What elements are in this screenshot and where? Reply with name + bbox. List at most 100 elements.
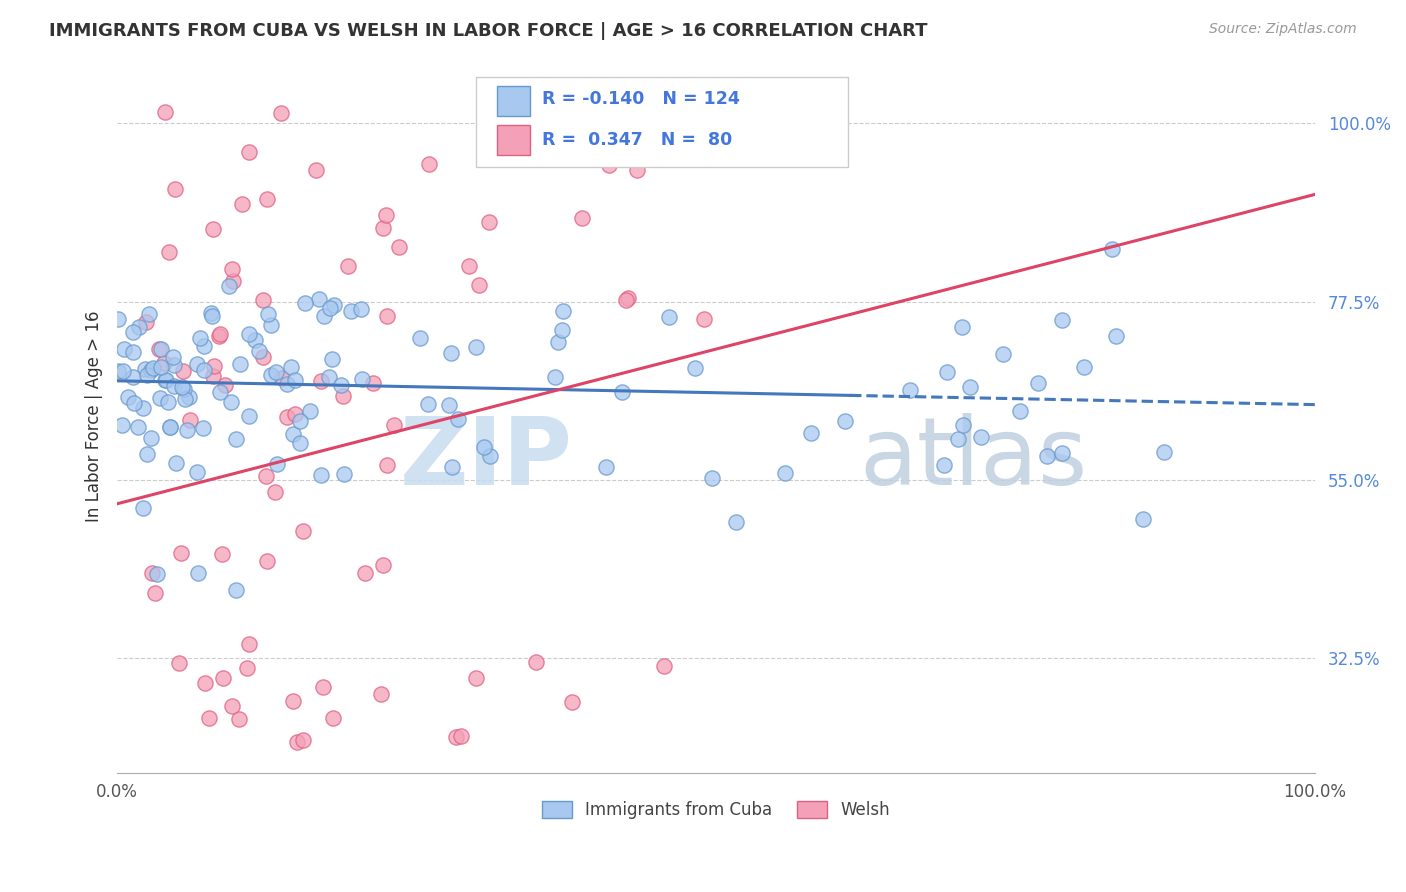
Point <box>614 293 637 308</box>
Point <box>284 373 307 387</box>
Point <box>107 312 129 326</box>
Point <box>155 373 177 387</box>
Point <box>208 385 231 400</box>
Point <box>134 362 156 376</box>
Point <box>382 417 405 432</box>
Point <box>198 711 221 725</box>
Point <box>993 346 1015 360</box>
Point <box>450 729 472 743</box>
Point <box>179 413 201 427</box>
Point <box>547 334 569 349</box>
Point <box>264 485 287 500</box>
Point <box>440 346 463 360</box>
Point <box>371 221 394 235</box>
Point <box>898 383 921 397</box>
Point <box>238 409 260 424</box>
Point <box>596 100 619 114</box>
Point <box>595 459 617 474</box>
Point <box>135 368 157 382</box>
Point <box>409 331 432 345</box>
Point <box>214 377 236 392</box>
Point <box>321 352 343 367</box>
Point <box>478 215 501 229</box>
Point <box>318 369 340 384</box>
Y-axis label: In Labor Force | Age > 16: In Labor Force | Age > 16 <box>86 310 103 522</box>
Point <box>148 342 170 356</box>
Point <box>174 392 197 406</box>
Point <box>952 417 974 432</box>
Point <box>165 456 187 470</box>
Point <box>187 566 209 580</box>
Point <box>418 157 440 171</box>
Point <box>201 222 224 236</box>
Point <box>308 292 330 306</box>
Point <box>312 309 335 323</box>
Point <box>157 395 180 409</box>
Bar <box>496 87 530 116</box>
Point <box>238 326 260 341</box>
Point <box>200 305 222 319</box>
Point <box>612 384 634 399</box>
Point <box>191 421 214 435</box>
Point <box>149 391 172 405</box>
Point <box>571 211 593 225</box>
Point <box>165 182 187 196</box>
Point <box>186 357 208 371</box>
Point <box>337 259 360 273</box>
Point <box>172 380 194 394</box>
Point <box>169 656 191 670</box>
Point <box>209 326 232 341</box>
Point <box>652 659 675 673</box>
Point <box>361 376 384 390</box>
Point <box>309 467 332 482</box>
Point <box>724 515 747 529</box>
Point <box>305 162 328 177</box>
Point <box>202 359 225 374</box>
Point <box>1101 242 1123 256</box>
Point <box>243 333 266 347</box>
Point <box>260 368 283 382</box>
Text: R = -0.140   N = 124: R = -0.140 N = 124 <box>543 90 740 108</box>
Point <box>157 244 180 259</box>
Point <box>172 364 194 378</box>
Point <box>322 298 344 312</box>
Point <box>472 440 495 454</box>
Point <box>141 431 163 445</box>
Point <box>225 582 247 597</box>
Point <box>658 310 681 324</box>
Point <box>159 420 181 434</box>
Point <box>193 339 215 353</box>
Point <box>153 355 176 369</box>
Point <box>221 262 243 277</box>
Point <box>375 208 398 222</box>
Point <box>458 259 481 273</box>
Point <box>1010 404 1032 418</box>
Point <box>298 404 321 418</box>
Point <box>932 458 955 473</box>
Point <box>332 389 354 403</box>
Point <box>959 380 981 394</box>
Point <box>800 426 823 441</box>
Point <box>247 343 270 358</box>
Point <box>124 396 146 410</box>
Point <box>288 435 311 450</box>
Point <box>281 427 304 442</box>
Point <box>775 466 797 480</box>
Point <box>231 197 253 211</box>
Point <box>465 340 488 354</box>
Point <box>211 671 233 685</box>
Point <box>153 105 176 120</box>
Point <box>1028 376 1050 390</box>
Point <box>117 390 139 404</box>
Point <box>447 412 470 426</box>
Point <box>159 420 181 434</box>
Point <box>186 465 208 479</box>
Point <box>107 364 129 378</box>
Point <box>270 106 292 120</box>
Point <box>276 377 298 392</box>
Point <box>370 687 392 701</box>
Point <box>284 407 307 421</box>
Point <box>637 139 659 153</box>
Point <box>193 363 215 377</box>
Point <box>162 351 184 365</box>
